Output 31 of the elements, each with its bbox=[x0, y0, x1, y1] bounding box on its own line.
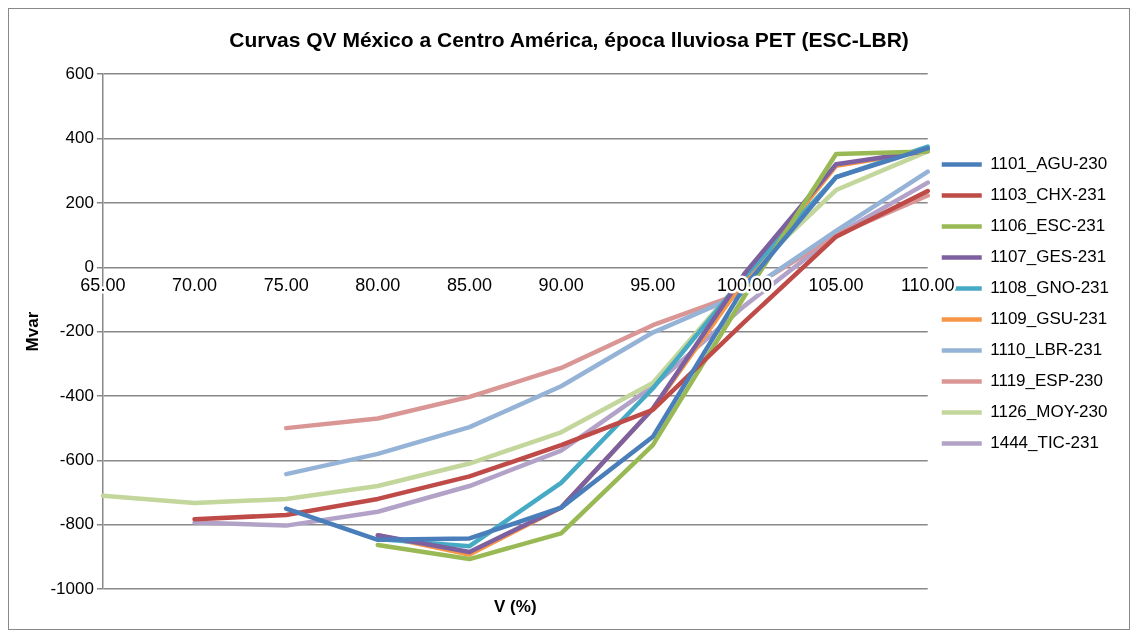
legend-label: 1101_AGU-230 bbox=[990, 154, 1108, 174]
y-tick-label: 200 bbox=[65, 192, 94, 212]
y-tick-label: -600 bbox=[59, 449, 94, 469]
chart-title: Curvas QV México a Centro América, época lluviosa PET (ESC-LBR) bbox=[229, 28, 909, 52]
x-tick-label: 75.00 bbox=[263, 275, 309, 296]
y-tick-label: 400 bbox=[65, 128, 94, 148]
y-tick-label: 600 bbox=[65, 63, 94, 83]
legend-label: 1106_ESC-231 bbox=[990, 216, 1106, 236]
y-tick-label: 0 bbox=[84, 256, 94, 276]
y-tick-label: -1000 bbox=[50, 578, 94, 598]
x-tick-label: 70.00 bbox=[172, 275, 218, 296]
y-tick-label: -800 bbox=[59, 514, 94, 534]
x-tick-label: 65.00 bbox=[80, 275, 126, 296]
y-tick-label: -400 bbox=[59, 385, 94, 405]
y-axis-title: Mvar bbox=[22, 311, 42, 352]
x-axis-title: V (%) bbox=[494, 597, 537, 617]
legend-label: 1107_GES-231 bbox=[990, 247, 1107, 267]
x-tick-label: 80.00 bbox=[355, 275, 401, 296]
x-tick-label: 90.00 bbox=[538, 275, 584, 296]
x-tick-label: 95.00 bbox=[630, 275, 676, 296]
x-tick-label: 110.00 bbox=[900, 275, 955, 296]
legend-label: 1110_LBR-231 bbox=[990, 340, 1103, 360]
legend-label: 1119_ESP-230 bbox=[990, 371, 1104, 391]
legend-label: 1109_GSU-231 bbox=[990, 309, 1108, 329]
legend-label: 1108_GNO-231 bbox=[990, 278, 1110, 298]
legend-label: 1126_MOY-230 bbox=[990, 402, 1108, 422]
y-tick-label: -200 bbox=[59, 321, 94, 341]
legend-label: 1103_CHX-231 bbox=[990, 185, 1107, 205]
x-tick-label: 85.00 bbox=[446, 275, 493, 296]
legend-label: 1444_TIC-231 bbox=[990, 433, 1099, 453]
x-tick-label: 105.00 bbox=[808, 275, 864, 296]
